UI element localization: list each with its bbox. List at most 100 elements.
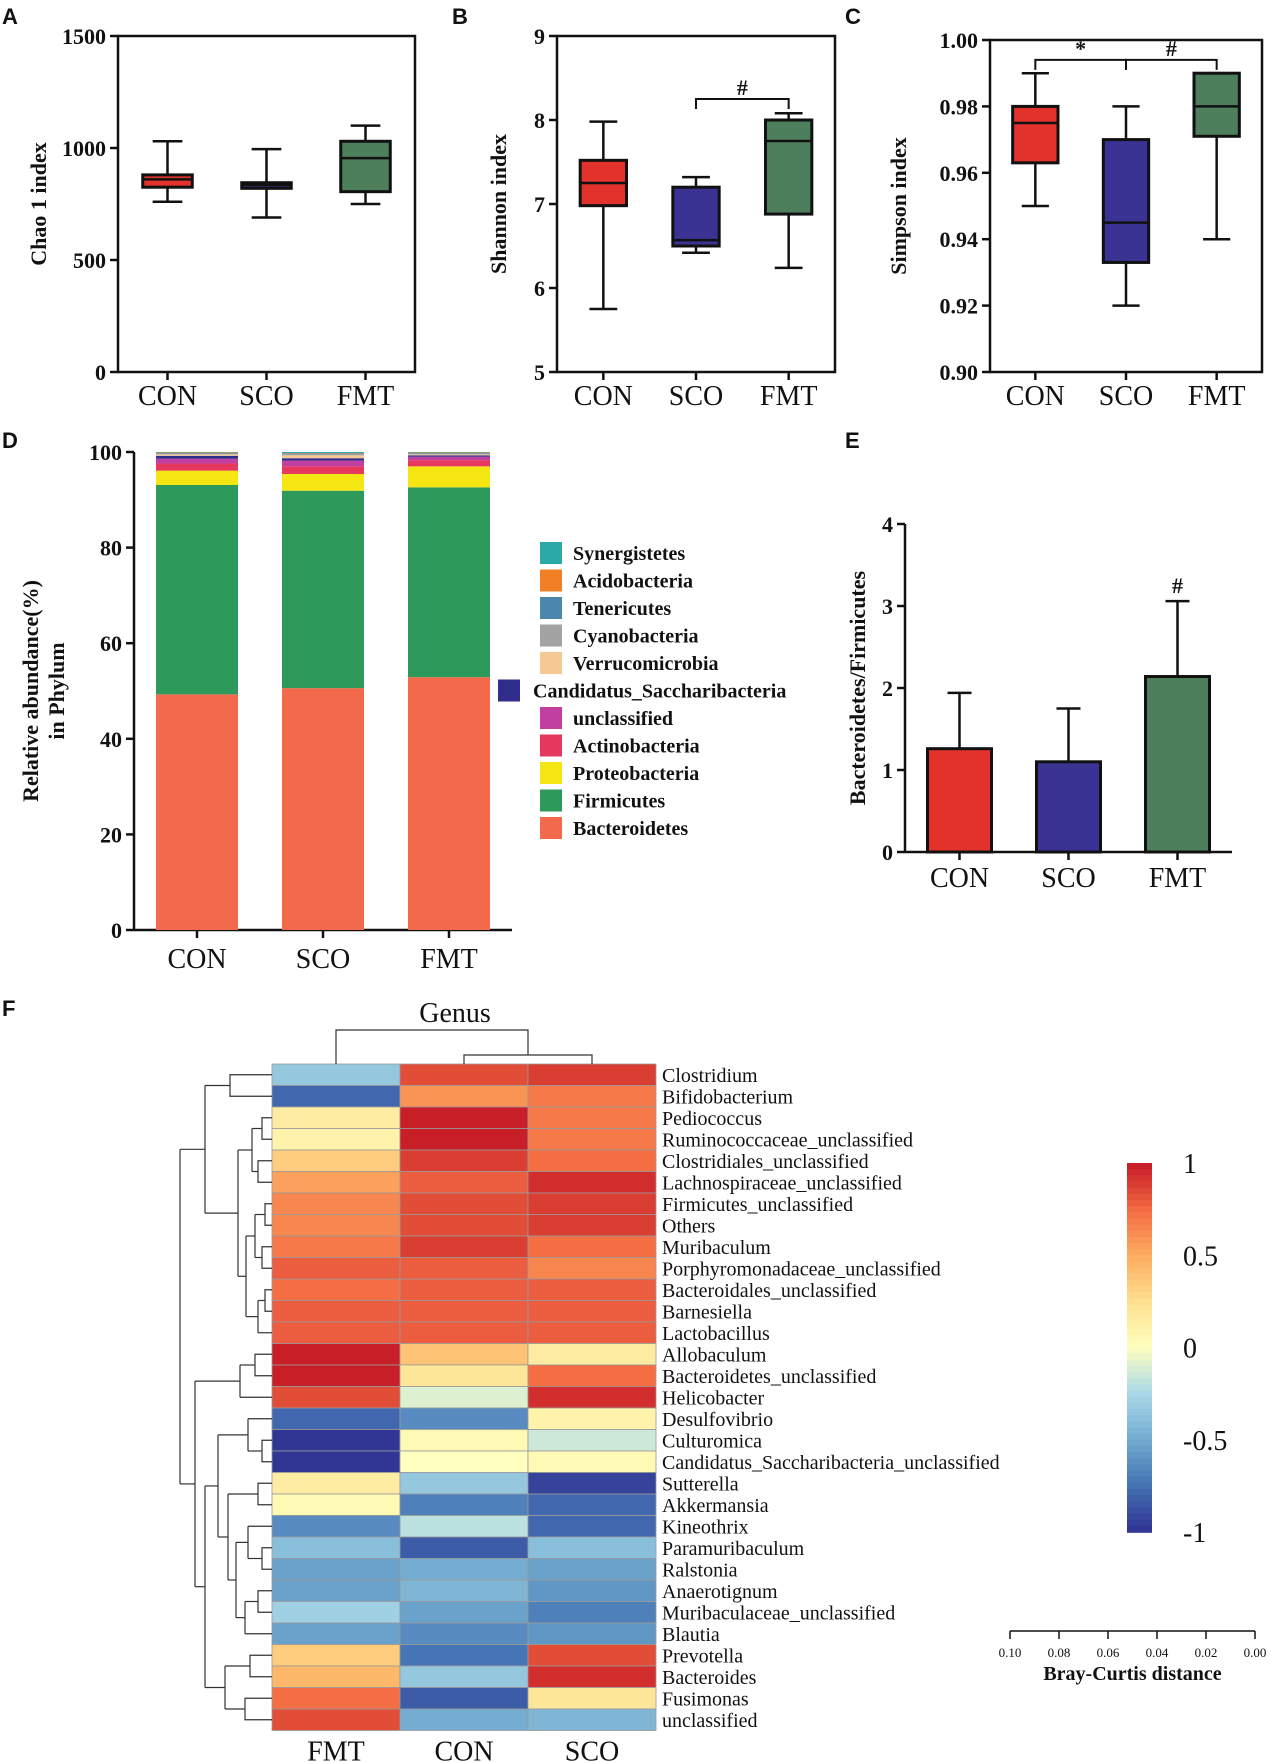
x-category-label: CON: [1006, 381, 1065, 412]
legend-label: Tenericutes: [573, 598, 671, 620]
x-category-label: FMT: [1188, 381, 1246, 412]
row-dendrogram-branch: [261, 1117, 272, 1140]
heatmap-cell: [271, 1171, 401, 1194]
row-dendrogram-branch: [254, 1353, 272, 1377]
y-tick-label: 0.94: [940, 227, 979, 252]
bar-con: [926, 747, 993, 854]
heatmap-cell: [271, 1149, 401, 1172]
legend-label: Verrucomicrobia: [573, 653, 719, 675]
panel-f-heatmap: ClostridiumBifidobacteriumPediococcusRum…: [179, 998, 1266, 1762]
heatmap-cell: [399, 1343, 529, 1366]
bar-segment-actinobacteria: [282, 466, 364, 474]
colorbar-segment: [1127, 1390, 1152, 1398]
row-dendrogram-branch: [261, 1547, 272, 1570]
legend-swatch: [540, 817, 562, 839]
heatmap-cell: [527, 1622, 657, 1645]
legend-swatch: [540, 707, 562, 729]
row-label: Blautia: [662, 1624, 720, 1646]
colorbar-segment: [1127, 1341, 1152, 1349]
legend-swatch: [540, 652, 562, 674]
row-label: Firmicutes_unclassified: [662, 1194, 853, 1216]
heatmap-cell: [271, 1106, 401, 1129]
y-tick-label: 9: [534, 24, 545, 49]
heatmap-cell: [527, 1450, 657, 1473]
row-label: Pediococcus: [662, 1108, 762, 1130]
bar-segment-proteobacteria: [408, 466, 490, 488]
row-label: Desulfovibrio: [662, 1409, 773, 1431]
y-axis-label: Simpson index: [886, 137, 911, 275]
column-dendrogram-branch: [335, 1029, 529, 1064]
heatmap-cell: [399, 1407, 529, 1430]
y-tick-label: 0: [95, 360, 106, 385]
legend-swatch: [540, 597, 562, 619]
heatmap-cell: [399, 1493, 529, 1516]
x-category-label: FMT: [420, 944, 478, 975]
heatmap-cell: [271, 1085, 401, 1108]
colorbar-segment: [1127, 1298, 1152, 1306]
heatmap-cell: [271, 1407, 401, 1430]
row-label: Muribaculaceae_unclassified: [662, 1602, 895, 1624]
heatmap-cell: [527, 1278, 657, 1301]
colorbar-segment: [1127, 1335, 1152, 1343]
row-label: Lactobacillus: [662, 1323, 770, 1345]
colorbar-segment: [1127, 1488, 1152, 1496]
colorbar-segment: [1127, 1372, 1152, 1380]
heatmap-cell: [527, 1085, 657, 1108]
colorbar-segment: [1127, 1378, 1152, 1386]
colorbar-segment: [1127, 1409, 1152, 1416]
colorbar-segment: [1127, 1495, 1152, 1503]
colorbar-segment: [1127, 1365, 1152, 1373]
heatmap-cell: [527, 1493, 657, 1516]
colorbar-segment: [1127, 1452, 1152, 1459]
heatmap-cell: [527, 1192, 657, 1215]
legend-label: Firmicutes: [573, 791, 665, 813]
heatmap-cell: [399, 1085, 529, 1108]
row-label: Others: [662, 1215, 716, 1237]
colorbar-segment: [1127, 1187, 1152, 1195]
heatmap-cell: [399, 1321, 529, 1344]
bar-segment-candidatus_saccharibacteria: [156, 455, 238, 459]
legend-label: Synergistetes: [573, 543, 685, 565]
y-tick-label: 2: [882, 676, 893, 701]
x-category-label: SCO: [669, 381, 723, 412]
heatmap-cell: [399, 1644, 529, 1667]
heatmap-cell: [527, 1343, 657, 1366]
y-tick-label: 1: [882, 758, 893, 783]
box-fmt: [764, 118, 814, 216]
legend-label: Bacteroidetes: [573, 818, 688, 840]
colorbar-segment: [1127, 1396, 1152, 1404]
heatmap-cell: [399, 1149, 529, 1172]
y-tick-label: 1000: [62, 136, 106, 161]
heatmap-cell: [271, 1235, 401, 1258]
colorbar-label: -0.5: [1183, 1426, 1227, 1457]
heatmap-cell: [271, 1622, 401, 1645]
legend-label: Candidatus_Saccharibacteria: [533, 681, 786, 703]
panel-a-boxplot: 0 500 1000 1500 CON SCO FMT Chao 1 index: [26, 24, 417, 412]
bar-segment-proteobacteria: [156, 470, 238, 485]
heatmap-cell: [527, 1235, 657, 1258]
colorbar-segment: [1127, 1279, 1152, 1287]
colorbar-segment: [1127, 1427, 1152, 1435]
colorbar-segment: [1127, 1199, 1152, 1207]
row-label: Fusimonas: [662, 1688, 749, 1710]
colorbar-segment: [1127, 1286, 1152, 1293]
bar-segment-unclassified: [408, 456, 490, 461]
x-category-label: SCO: [1041, 863, 1095, 894]
heatmap-cell: [399, 1192, 529, 1215]
colorbar-label: 1: [1183, 1149, 1197, 1180]
heatmap-cell: [399, 1235, 529, 1258]
panel-letter-f: F: [2, 996, 15, 1021]
row-label: Bifidobacterium: [662, 1086, 794, 1108]
heatmap-cell: [399, 1665, 529, 1688]
y-tick-label: 0.90: [940, 360, 979, 385]
colorbar-segment: [1127, 1501, 1152, 1509]
colorbar-segment: [1127, 1310, 1152, 1318]
panel-d-stacked-bar: 0 20 40 60 80 100 CON SCO FMT Relative abundance(…: [18, 440, 786, 975]
y-tick-label: 0.96: [940, 161, 979, 186]
y-tick-label: 60: [100, 631, 122, 656]
y-tick-label: 1.00: [940, 28, 979, 53]
heatmap-cell: [271, 1386, 401, 1409]
heatmap-cell: [527, 1708, 657, 1731]
heatmap-cell: [271, 1515, 401, 1538]
